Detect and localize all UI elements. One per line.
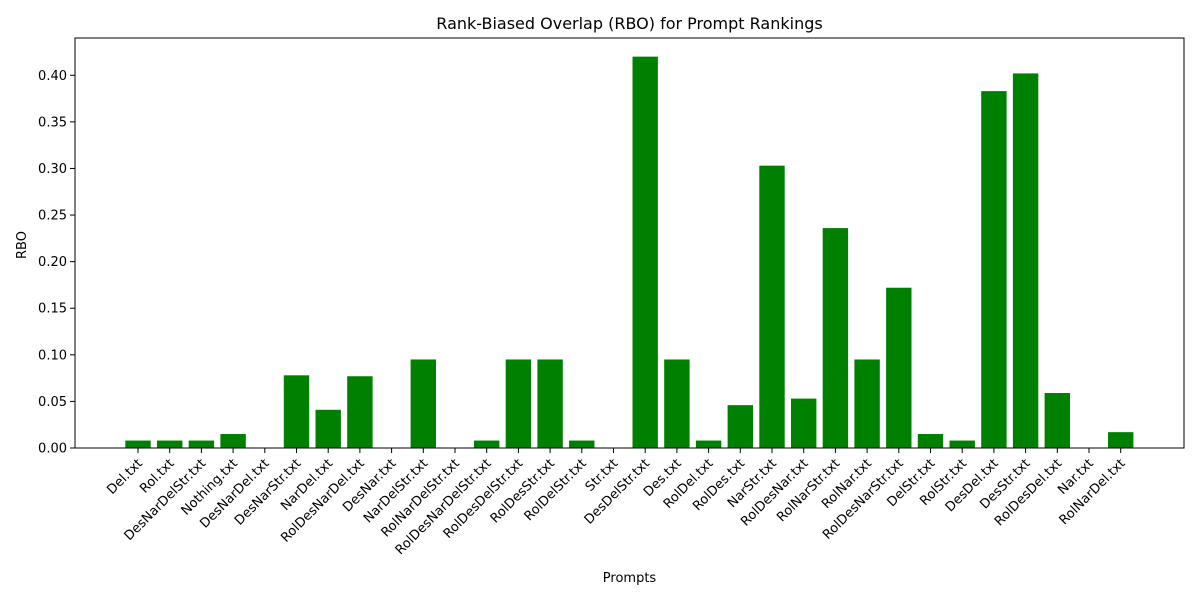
bar-roldelstr <box>569 440 595 448</box>
y-tick-label: 0.20 <box>38 255 67 270</box>
bar-del <box>125 440 151 448</box>
x-axis-label: Prompts <box>603 571 657 586</box>
y-tick-label: 0.35 <box>38 115 67 130</box>
bar-desnardelstr <box>188 440 215 448</box>
bar-roldesstr <box>537 359 563 448</box>
bar-delstr <box>917 434 944 448</box>
bar-rolnardel <box>1108 432 1134 448</box>
chart-title: Rank-Biased Overlap (RBO) for Prompt Ran… <box>436 14 822 33</box>
x-tick-label: Del.txt <box>104 456 145 497</box>
bar-roldesnarstr <box>886 287 912 448</box>
y-tick-label: 0.00 <box>38 442 67 457</box>
plot-area: 0.00 0.05 0.10 0.15 0.20 0.25 0.30 0.35 0.40 Del.… <box>38 37 1185 558</box>
bar-nothing <box>220 434 246 448</box>
bar-rolnarstr <box>822 228 849 448</box>
bar-roldes <box>727 405 753 448</box>
bar-roldesdel <box>1044 393 1070 448</box>
bar-roldel <box>695 440 722 448</box>
bar-roldesnardelstr <box>474 440 500 448</box>
y-tick-label: 0.10 <box>38 348 67 363</box>
y-tick-label: 0.05 <box>38 395 67 410</box>
bar-desstr <box>1012 73 1039 448</box>
y-tick-label: 0.25 <box>38 209 67 224</box>
y-tick-label: 0.30 <box>38 162 67 177</box>
bar-desdelstr <box>632 56 658 448</box>
y-axis-label: RBO <box>15 231 30 259</box>
bar-narstr <box>759 165 785 448</box>
bar-roldesdelstr <box>505 359 532 448</box>
axes-frame <box>74 37 1185 449</box>
bar-nardel <box>315 409 341 448</box>
bar-roldesnardel <box>347 376 373 448</box>
y-tick-label: 0.15 <box>38 302 67 317</box>
bar-roldesnar <box>791 398 817 448</box>
bar-nardelstr <box>410 359 436 448</box>
bar-desdel <box>981 91 1007 449</box>
y-tick-label: 0.40 <box>38 69 67 84</box>
bar-desnarstr <box>283 375 310 448</box>
bar-des <box>664 359 690 448</box>
bar-rolnar <box>854 359 880 448</box>
bar-rolstr <box>949 440 975 448</box>
bar-rol <box>157 440 183 448</box>
